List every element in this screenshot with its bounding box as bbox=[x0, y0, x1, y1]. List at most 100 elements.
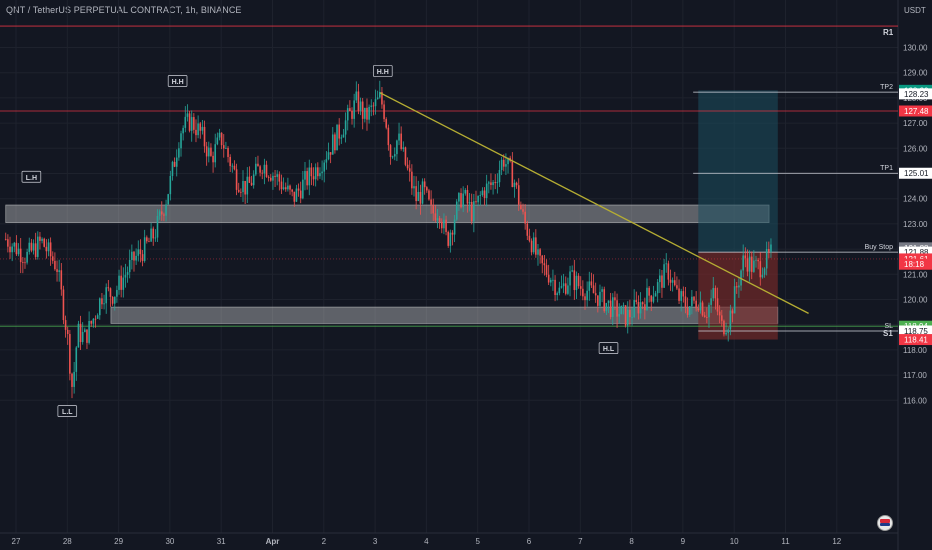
candle-body bbox=[143, 237, 146, 261]
price-tag-label: 118.75 bbox=[904, 327, 928, 336]
trendline-layer[interactable] bbox=[379, 92, 809, 314]
candle-body bbox=[603, 289, 606, 312]
candle-body bbox=[697, 308, 700, 311]
candle-body bbox=[272, 175, 274, 181]
candle-body bbox=[17, 248, 20, 255]
candle-body bbox=[96, 315, 99, 319]
candle-body bbox=[567, 285, 569, 294]
swing-label-box bbox=[373, 65, 393, 77]
candle-body bbox=[573, 270, 576, 291]
swing-label: L.L bbox=[62, 409, 73, 416]
swing-label: H.H bbox=[172, 79, 184, 86]
price-tag-box bbox=[899, 88, 932, 100]
candle-body bbox=[691, 296, 693, 307]
candle-body bbox=[406, 164, 409, 169]
candle-body bbox=[545, 265, 548, 275]
candle-body bbox=[327, 152, 330, 160]
candle-body bbox=[139, 249, 142, 255]
candle-body bbox=[154, 237, 157, 239]
candle-body bbox=[51, 256, 54, 261]
candle-body bbox=[693, 296, 695, 301]
candle-body bbox=[515, 182, 518, 186]
candle-body bbox=[379, 92, 381, 98]
candle-body bbox=[404, 147, 407, 165]
candle-body bbox=[413, 186, 415, 189]
candle-body bbox=[323, 162, 326, 172]
candle-body bbox=[289, 185, 291, 190]
candle-body bbox=[455, 201, 458, 220]
candle-body bbox=[19, 248, 22, 263]
price-tick-label: 127.00 bbox=[903, 119, 928, 128]
price-tick-label: 124.00 bbox=[903, 195, 928, 204]
time-tick-label: Apr bbox=[266, 537, 280, 546]
candle-body bbox=[753, 260, 755, 272]
candle-body bbox=[744, 255, 747, 259]
candle-body bbox=[678, 288, 680, 301]
candle-body bbox=[530, 240, 533, 253]
candle-body bbox=[282, 187, 285, 190]
candle-body bbox=[69, 334, 71, 374]
candle-body bbox=[721, 315, 723, 321]
candle-body bbox=[190, 117, 193, 131]
long-position-tool[interactable] bbox=[698, 90, 778, 340]
interval-label[interactable]: 1h bbox=[185, 5, 196, 15]
candle-body bbox=[682, 291, 685, 297]
candle-body bbox=[483, 190, 486, 199]
zones-layer bbox=[5, 204, 779, 324]
swing-label: L.H bbox=[26, 175, 37, 182]
candle-body bbox=[120, 275, 122, 290]
candle-body bbox=[415, 186, 417, 202]
candle-body bbox=[569, 271, 571, 286]
candle-body bbox=[381, 92, 383, 105]
candle-body bbox=[768, 249, 770, 252]
candle-body bbox=[528, 235, 531, 241]
symbol-name[interactable]: QNT / TetherUS PERPETUAL CONTRACT bbox=[6, 5, 181, 15]
candle-body bbox=[490, 182, 492, 186]
candle-body bbox=[201, 126, 204, 131]
candle-body bbox=[398, 133, 400, 141]
candle-body bbox=[340, 137, 343, 139]
candle-body bbox=[714, 287, 717, 299]
candle-body bbox=[175, 157, 178, 167]
candle-body bbox=[385, 119, 388, 128]
candle-body bbox=[60, 270, 63, 290]
candle-body bbox=[537, 249, 539, 255]
candle-body bbox=[618, 314, 621, 317]
candle-body bbox=[163, 214, 165, 216]
candle-body bbox=[712, 287, 715, 299]
candle-body bbox=[654, 293, 657, 297]
candle-body bbox=[432, 204, 435, 214]
candle-body bbox=[507, 157, 509, 165]
price-tick-label: 118.00 bbox=[903, 346, 927, 355]
candle-body bbox=[263, 164, 266, 174]
candle-body bbox=[222, 145, 225, 149]
trade-line-label: TP2 bbox=[880, 84, 893, 91]
candle-body bbox=[659, 275, 661, 283]
candle-body bbox=[746, 258, 749, 272]
candle-body bbox=[648, 287, 650, 296]
candle-body bbox=[686, 307, 689, 315]
currency-label[interactable]: USDT bbox=[904, 6, 926, 15]
candle-body bbox=[334, 134, 336, 151]
candle-body bbox=[440, 221, 443, 229]
candle-body bbox=[458, 193, 460, 202]
candle-body bbox=[212, 155, 214, 163]
candle-body bbox=[727, 329, 730, 333]
candle-body bbox=[34, 243, 37, 257]
price-tag-label: 121.88 bbox=[904, 248, 929, 257]
candle-body bbox=[667, 263, 670, 280]
candle-body bbox=[370, 105, 373, 107]
candle-body bbox=[376, 97, 379, 100]
candle-body bbox=[479, 194, 482, 196]
candle-body bbox=[111, 296, 114, 304]
candle-body bbox=[43, 238, 46, 247]
candle-body bbox=[195, 129, 197, 136]
candle-body bbox=[58, 270, 60, 272]
candle-body bbox=[133, 251, 135, 261]
time-axis[interactable]: 27 28 29 30 31 Apr 2 3 4 5 6 7 8 9 10 11 12 bbox=[12, 537, 842, 546]
candle-body bbox=[22, 262, 24, 263]
candle-body bbox=[171, 161, 174, 177]
candle-body bbox=[522, 209, 524, 212]
candle-body bbox=[438, 218, 441, 222]
